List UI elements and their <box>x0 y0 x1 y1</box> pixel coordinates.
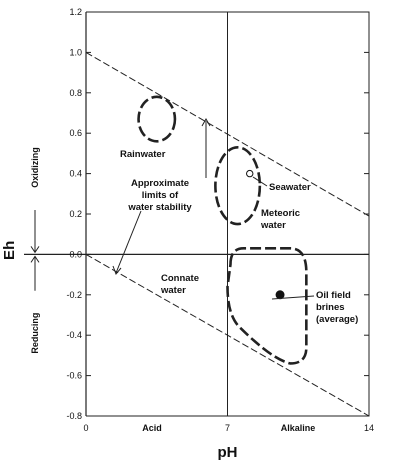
oil-field-brines-label: Oil field <box>316 290 351 301</box>
approximate-limits-label: limits of <box>142 190 179 201</box>
oxidizing-label: Oxidizing <box>30 147 40 188</box>
meteoric-water-region <box>214 146 262 226</box>
y-tick-label: -0.8 <box>66 411 82 421</box>
y-tick-label: 1.2 <box>69 7 82 17</box>
oil-field-brines-label: (average) <box>316 314 358 325</box>
alkaline-label: Alkaline <box>281 423 316 433</box>
y-tick-label: 0.6 <box>69 128 82 138</box>
y-tick-label: 1.0 <box>69 47 82 57</box>
limits-leader-lower <box>115 210 142 274</box>
connate-water-region <box>226 247 308 365</box>
meteoric-water-label: Meteoric <box>261 208 300 219</box>
tick-labels-layer: 1.2 1.0 0.8 0.6 0.4 0.2 0.0 -0.2 -0.4 -0.6 -0.80 7 1… <box>66 7 374 433</box>
approximate-limits-label: water stability <box>127 202 192 213</box>
y-tick-label: 0.4 <box>69 169 82 179</box>
plot-frame-layer <box>85 11 370 417</box>
oxidizing-arrow-head <box>30 246 40 254</box>
seawater-label: Seawater <box>269 182 311 193</box>
y-tick-label: -0.4 <box>66 330 82 340</box>
acid-label: Acid <box>142 423 162 433</box>
rainwater-label: Rainwater <box>120 149 166 160</box>
limits-arrowhead-lower <box>112 265 122 275</box>
connate-water-label: water <box>160 285 186 296</box>
x-tick-label: 14 <box>364 423 374 433</box>
y-tick-label: 0.8 <box>69 88 82 98</box>
x-axis-label: pH <box>218 444 238 461</box>
brines-leader <box>271 295 315 300</box>
reducing-arrow-head <box>30 255 40 263</box>
y-tick-label: 0.0 <box>69 249 82 259</box>
limits-arrowhead-upper <box>201 117 211 127</box>
seawater-point <box>246 169 254 178</box>
seawater-leader <box>252 176 268 187</box>
reference-lines-layer <box>24 12 370 417</box>
regions-layer <box>137 95 308 365</box>
approximate-limits-label: Approximate <box>131 178 189 189</box>
y-tick-label: -0.6 <box>66 371 82 381</box>
reducing-label: Reducing <box>30 313 40 354</box>
oil-field-brines-label: brines <box>316 302 345 313</box>
oil-point <box>275 290 285 300</box>
y-axis-label: Eh <box>1 241 18 260</box>
connate-water-label: Connate <box>161 273 199 284</box>
x-tick-label: 0 <box>83 423 88 433</box>
y-tick-label: 0.2 <box>69 209 82 219</box>
meteoric-water-label: water <box>260 220 286 231</box>
y-tick-label: -0.2 <box>66 290 82 300</box>
x-tick-label: 7 <box>225 423 230 433</box>
rainwater-region <box>137 95 177 143</box>
